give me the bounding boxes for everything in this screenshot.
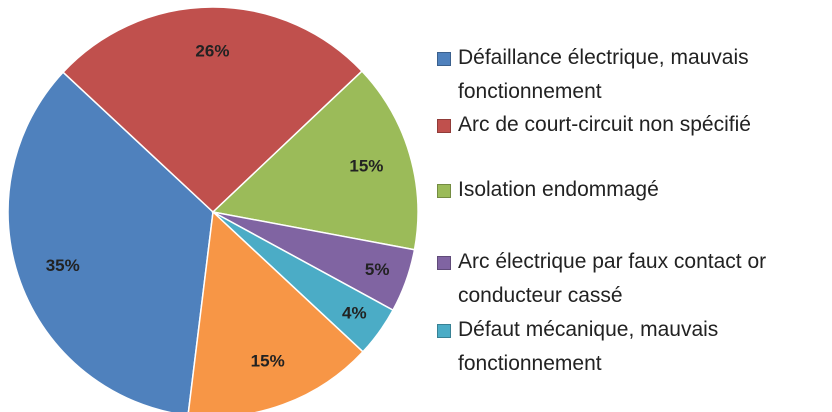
data-label: 35% — [46, 256, 80, 275]
pie-slice — [7, 71, 214, 412]
pie-slice — [187, 210, 364, 412]
legend-label: Défaut mécanique, mauvais fonctionnement — [458, 318, 719, 375]
legend-label: Arc de court-circuit non spécifié — [458, 113, 751, 136]
legend-item: Défaillance électrique, mauvais fonction… — [437, 41, 827, 109]
legend-swatch — [437, 184, 451, 198]
data-label: 15% — [349, 156, 383, 175]
data-label: 4% — [342, 303, 367, 322]
pie-slice — [62, 6, 364, 214]
legend-item: Défaut mécanique, mauvais fonctionnement — [437, 313, 827, 381]
legend-label: Isolation endommagé — [458, 178, 659, 201]
legend-item: Isolation endommagé — [437, 173, 827, 207]
legend-swatch — [437, 256, 451, 270]
data-label: 15% — [251, 352, 285, 371]
legend-label: Défaillance électrique, mauvais fonction… — [458, 46, 749, 103]
pie-slice — [211, 70, 419, 251]
legend-label: Arc électrique par faux contact or condu… — [458, 250, 767, 307]
data-label: 26% — [195, 42, 229, 61]
legend-item: Arc de court-circuit non spécifié — [437, 108, 827, 142]
data-label: 5% — [365, 260, 390, 279]
legend-item: Arc électrique par faux contact or condu… — [437, 245, 827, 313]
legend-swatch — [437, 324, 451, 338]
legend-swatch — [437, 119, 451, 133]
legend-swatch — [437, 52, 451, 66]
